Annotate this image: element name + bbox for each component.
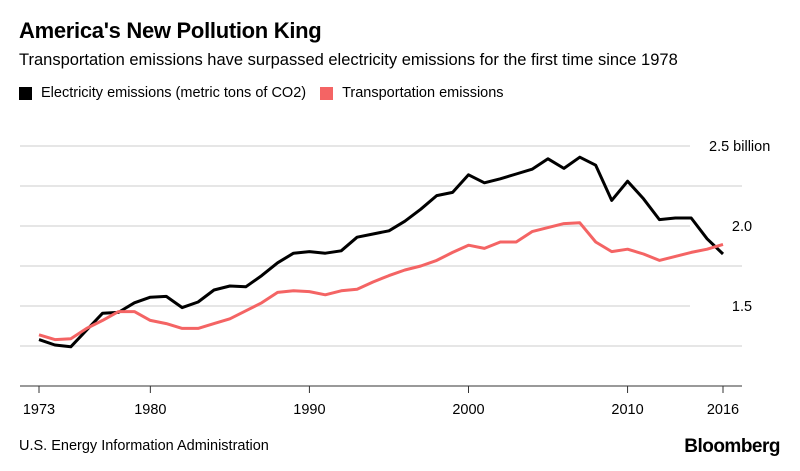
legend-label-transportation: Transportation emissions: [342, 85, 504, 101]
x-tick-label: 2010: [611, 402, 643, 418]
bloomberg-logo: Bloomberg: [684, 436, 780, 457]
chart-title: America's New Pollution King: [19, 18, 322, 43]
source-note: U.S. Energy Information Administration: [19, 438, 269, 454]
y-tick-label: 1.5: [732, 299, 752, 315]
legend-item-transportation: Transportation emissions: [320, 85, 504, 101]
chart-subtitle: Transportation emissions have surpassed …: [19, 51, 678, 69]
y-tick-label: 2.5 billion: [709, 139, 770, 155]
legend-label-electricity: Electricity emissions (metric tons of CO…: [41, 85, 307, 101]
legend-item-electricity: Electricity emissions (metric tons of CO…: [19, 85, 306, 101]
x-tick-label: 1990: [293, 402, 325, 418]
x-tick-label: 2016: [707, 402, 739, 418]
x-tick-label: 2000: [452, 402, 484, 418]
series-line-electricity: [38, 155, 725, 349]
y-tick-label: 2.0: [732, 219, 752, 235]
x-tick-label: 1980: [134, 402, 166, 418]
legend-swatch-transportation: [320, 86, 334, 100]
legend: Electricity emissions (metric tons of CO…: [19, 85, 518, 101]
series-line-transportation: [38, 221, 724, 342]
x-tick-label: 1973: [23, 402, 55, 418]
legend-swatch-electricity: [19, 86, 32, 100]
